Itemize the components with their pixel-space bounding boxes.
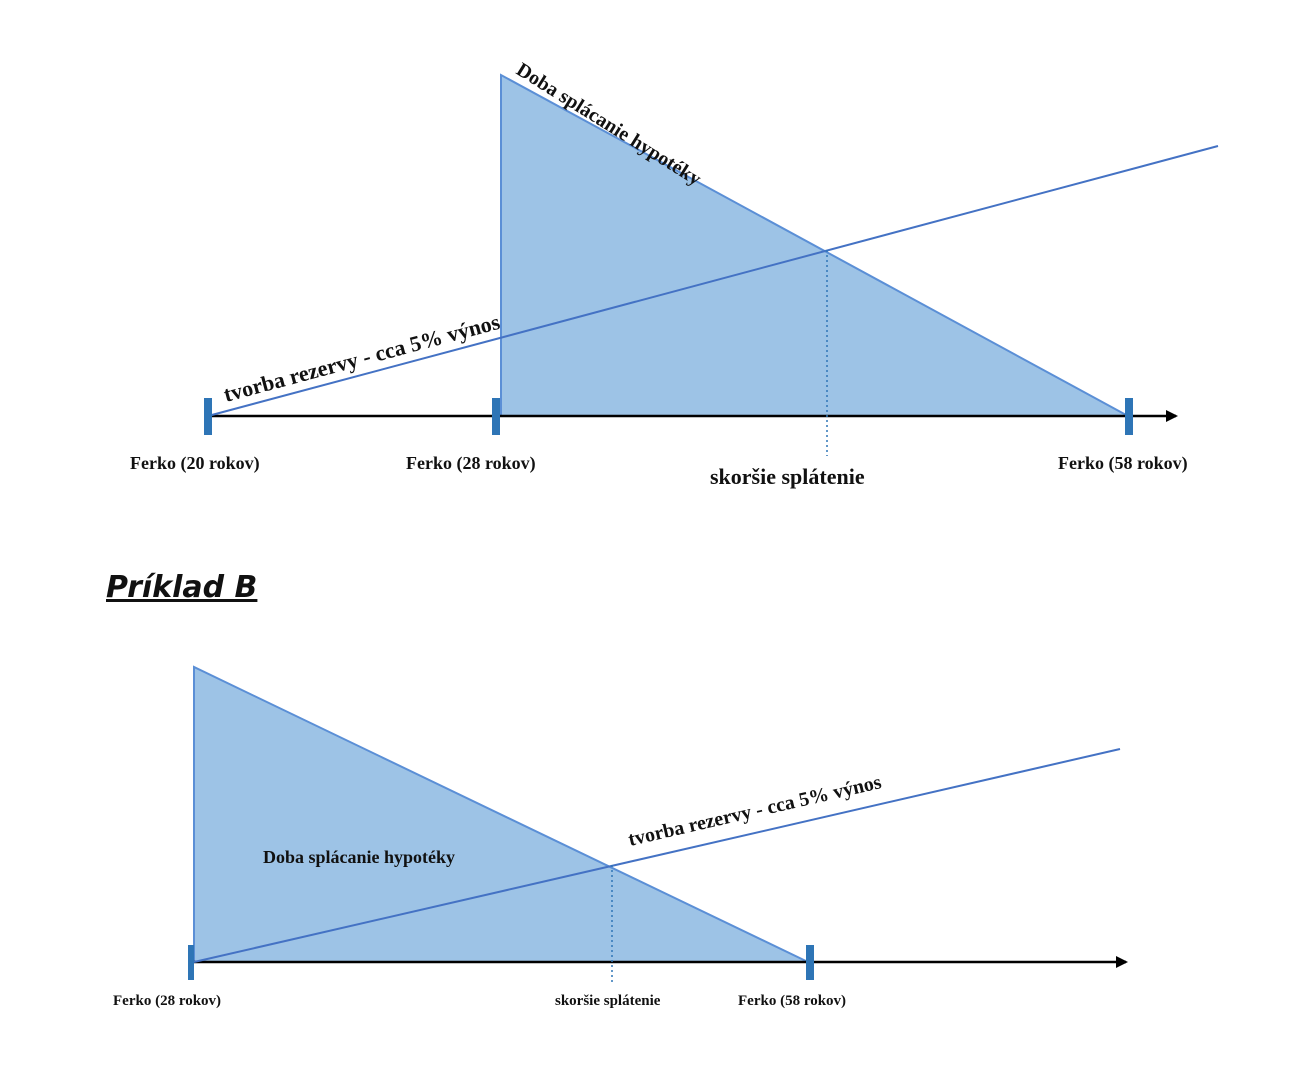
marker-label-mortgage-start-a: Ferko (28 rokov) <box>406 453 536 474</box>
intersection-label-a: skoršie splátenie <box>710 464 865 489</box>
marker-mortgage-start-a <box>492 398 500 435</box>
marker-label-end-a: Ferko (58 rokov) <box>1058 453 1188 474</box>
line-label-b: tvorba rezervy - cca 5% výnos <box>626 771 884 851</box>
marker-start-a <box>204 398 212 435</box>
line-label-a: tvorba rezervy - cca 5% výnos <box>221 309 503 407</box>
reserve-line-b <box>193 748 1121 963</box>
reserve-line-a <box>207 145 1219 417</box>
marker-end-a <box>1125 398 1133 435</box>
marker-start-b <box>188 945 194 980</box>
marker-label-start-a: Ferko (20 rokov) <box>130 453 260 474</box>
marker-end-b <box>806 945 814 980</box>
intersection-label-b: skoršie splátenie <box>555 993 661 1009</box>
diagram-b: Doba splácanie hypotéky tvorba rezervy -… <box>113 665 1128 1009</box>
triangle-label-b: Doba splácanie hypotéky <box>263 847 455 867</box>
marker-label-start-b: Ferko (28 rokov) <box>113 993 221 1009</box>
marker-label-end-b: Ferko (58 rokov) <box>738 993 846 1009</box>
example-b-heading: Príklad B <box>106 570 257 605</box>
diagram-a: Doba splácanie hypotéky tvorba rezervy -… <box>130 59 1219 489</box>
